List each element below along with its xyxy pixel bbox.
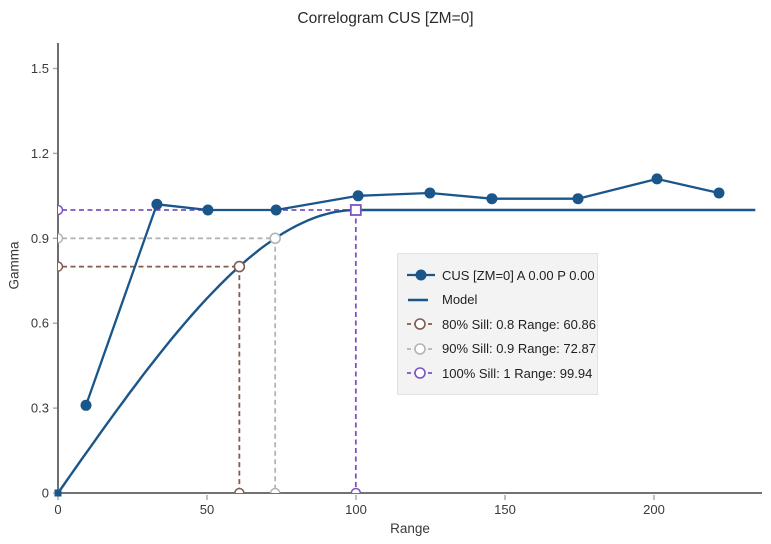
sill-curve-marker bbox=[233, 260, 246, 273]
sill-curve-marker bbox=[349, 204, 362, 216]
chart-title: Correlogram CUS [ZM=0] bbox=[297, 10, 474, 27]
sill-100-marker-icon bbox=[407, 366, 435, 380]
tick-labels: 0 0.3 0.6 0.9 1.2 1.5 0 50 100 150 200 bbox=[31, 61, 665, 517]
origin-marker bbox=[54, 489, 62, 497]
data-series[interactable] bbox=[80, 173, 725, 411]
legend-item-sill-80[interactable]: 80% Sill: 0.8 Range: 60.86 bbox=[407, 317, 596, 332]
sill-markers bbox=[57, 204, 362, 494]
sill-curve-marker bbox=[269, 232, 281, 245]
svg-text:1.5: 1.5 bbox=[31, 61, 49, 76]
data-point[interactable] bbox=[352, 190, 364, 202]
svg-text:150: 150 bbox=[494, 502, 516, 517]
data-point[interactable] bbox=[486, 193, 498, 205]
legend-item-model[interactable]: Model bbox=[407, 292, 591, 307]
legend-item-series[interactable]: CUS [ZM=0] A 0.00 P 0.00 bbox=[407, 268, 595, 283]
svg-text:1.2: 1.2 bbox=[31, 146, 49, 161]
svg-text:0: 0 bbox=[42, 486, 49, 501]
data-point[interactable] bbox=[713, 187, 725, 199]
series-marker-icon bbox=[407, 268, 435, 282]
data-point[interactable] bbox=[424, 187, 436, 199]
legend-label-sill-90: 90% Sill: 0.9 Range: 72.87 bbox=[442, 341, 596, 356]
legend-item-sill-90[interactable]: 90% Sill: 0.9 Range: 72.87 bbox=[407, 341, 596, 356]
svg-text:0.6: 0.6 bbox=[31, 316, 49, 331]
chart-legend: CUS [ZM=0] A 0.00 P 0.00 Model 80% Sill:… bbox=[397, 253, 598, 395]
legend-label-sill-80: 80% Sill: 0.8 Range: 60.86 bbox=[442, 316, 596, 332]
legend-item-sill-100[interactable]: 100% Sill: 1 Range: 99.94 bbox=[407, 365, 593, 381]
svg-text:0.3: 0.3 bbox=[31, 401, 49, 416]
legend-label-series: CUS [ZM=0] A 0.00 P 0.00 bbox=[442, 267, 595, 283]
legend-label-sill-100: 100% Sill: 1 Range: 99.94 bbox=[442, 365, 593, 381]
x-axis-title: Range bbox=[390, 521, 430, 536]
model-line[interactable] bbox=[54, 208, 756, 497]
data-point[interactable] bbox=[270, 204, 282, 216]
svg-text:50: 50 bbox=[200, 502, 214, 517]
data-point[interactable] bbox=[651, 173, 663, 185]
legend-label-model: Model bbox=[442, 292, 478, 307]
svg-text:100: 100 bbox=[345, 502, 367, 517]
data-point[interactable] bbox=[80, 399, 92, 411]
data-point[interactable] bbox=[202, 204, 214, 216]
svg-text:200: 200 bbox=[643, 502, 665, 517]
svg-text:0.9: 0.9 bbox=[31, 231, 49, 246]
svg-text:0: 0 bbox=[54, 502, 61, 517]
sill-90-marker-icon bbox=[407, 342, 435, 356]
data-point[interactable] bbox=[151, 198, 163, 210]
data-point[interactable] bbox=[572, 193, 584, 205]
sill-80-marker-icon bbox=[407, 317, 435, 331]
model-line-icon bbox=[407, 293, 435, 307]
